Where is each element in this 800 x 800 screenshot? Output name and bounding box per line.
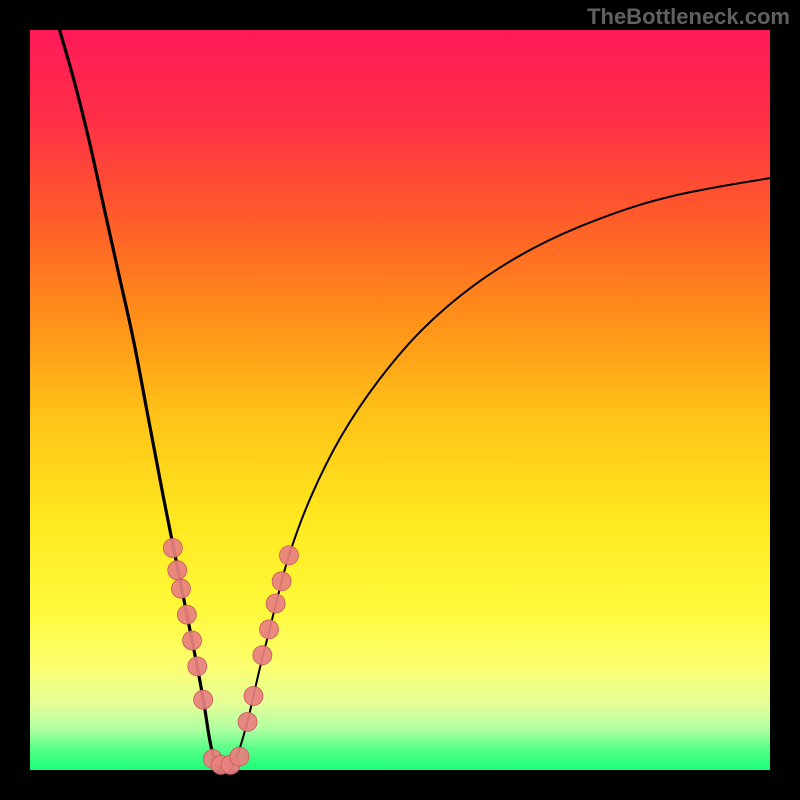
bottleneck-chart [0, 0, 800, 800]
data-marker [168, 561, 187, 580]
data-marker [163, 539, 182, 558]
data-marker [260, 620, 279, 639]
data-marker [194, 690, 213, 709]
watermark-text: TheBottleneck.com [587, 4, 790, 30]
plot-background [30, 30, 770, 770]
data-marker [272, 572, 291, 591]
data-marker [230, 747, 249, 766]
data-marker [171, 579, 190, 598]
data-marker [266, 594, 285, 613]
data-marker [188, 657, 207, 676]
data-marker [253, 646, 272, 665]
data-marker [183, 631, 202, 650]
data-marker [177, 605, 196, 624]
data-marker [244, 687, 263, 706]
data-marker [238, 712, 257, 731]
data-marker [280, 546, 299, 565]
chart-container: TheBottleneck.com [0, 0, 800, 800]
